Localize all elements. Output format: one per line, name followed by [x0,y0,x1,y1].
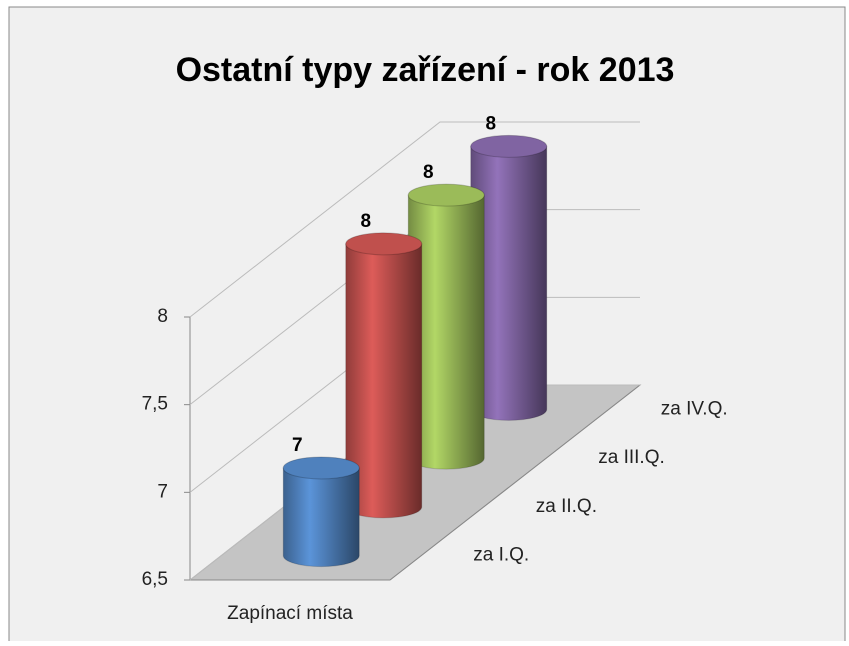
cylinder-top [470,134,548,158]
y-tick-label: 7 [157,481,168,502]
chart-title: Ostatní typy zařízení - rok 2013 [176,51,675,89]
depth-label: za III.Q. [598,447,665,468]
cylinder [470,134,548,421]
data-label: 8 [360,211,371,232]
data-label: 8 [485,113,496,134]
grid-line [189,121,640,318]
cylinder-top [282,456,360,480]
y-tick-label: 8 [157,306,168,327]
depth-label: za II.Q. [536,496,597,517]
y-tick-label: 7,5 [142,394,168,415]
y-tick-label: 6,5 [142,569,168,590]
cylinder-body [282,467,360,568]
cylinder-top [345,232,423,256]
cylinder [282,456,360,568]
x-tick-label: Zapínací místa [227,603,353,624]
data-label: 8 [423,162,434,183]
depth-label: za IV.Q. [661,398,728,419]
data-label: 7 [292,435,303,456]
depth-label: za I.Q. [473,545,529,566]
depth-axis [389,384,641,581]
cylinder-top [407,183,485,207]
